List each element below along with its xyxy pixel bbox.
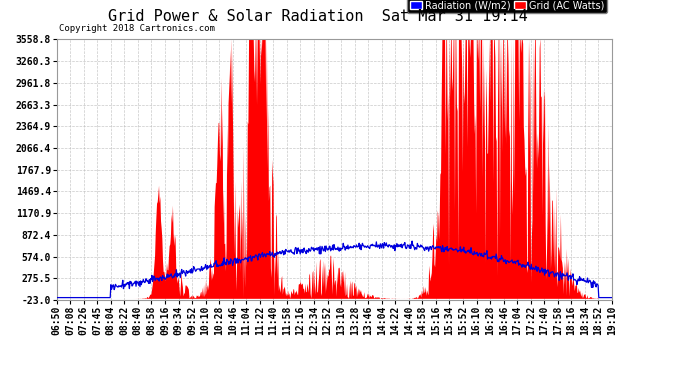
- Text: Grid Power & Solar Radiation  Sat Mar 31 19:14: Grid Power & Solar Radiation Sat Mar 31 …: [108, 9, 527, 24]
- Legend: Radiation (W/m2), Grid (AC Watts): Radiation (W/m2), Grid (AC Watts): [407, 0, 607, 13]
- Text: Copyright 2018 Cartronics.com: Copyright 2018 Cartronics.com: [59, 24, 215, 33]
